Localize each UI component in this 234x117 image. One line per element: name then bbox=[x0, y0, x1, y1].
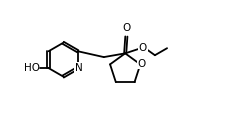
Text: O: O bbox=[122, 24, 131, 33]
Text: O: O bbox=[137, 59, 146, 69]
Text: HO: HO bbox=[24, 63, 40, 73]
Text: O: O bbox=[139, 43, 147, 53]
Text: N: N bbox=[75, 63, 82, 73]
